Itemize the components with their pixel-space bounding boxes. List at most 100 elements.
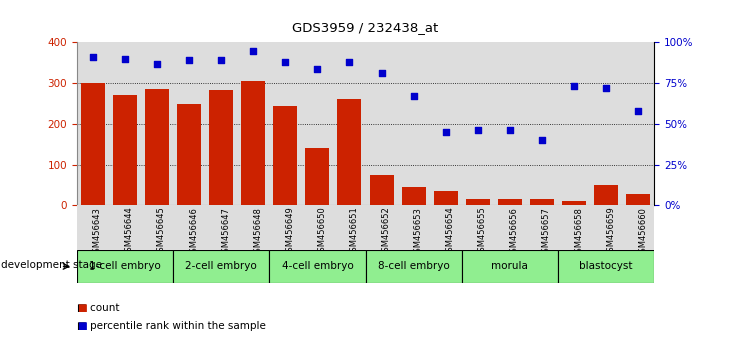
Text: ■: ■	[77, 303, 86, 313]
Bar	[430, 42, 462, 205]
Bar	[462, 42, 494, 205]
Bar	[141, 42, 173, 205]
Bar	[177, 104, 201, 205]
Text: development stage: development stage	[1, 259, 102, 270]
Bar	[113, 96, 137, 205]
Bar	[558, 250, 654, 283]
Bar	[301, 42, 333, 205]
Bar	[558, 42, 590, 205]
Bar	[237, 42, 269, 205]
Point	[440, 129, 452, 135]
Bar	[306, 148, 330, 205]
Bar	[205, 205, 237, 250]
Bar	[562, 201, 586, 205]
Bar	[333, 42, 366, 205]
Text: GSM456648: GSM456648	[253, 207, 262, 257]
Text: GSM456660: GSM456660	[638, 207, 647, 257]
Text: GSM456658: GSM456658	[574, 207, 583, 257]
Bar	[526, 205, 558, 250]
Bar	[466, 199, 490, 205]
Bar	[366, 42, 398, 205]
Text: GSM456659: GSM456659	[606, 207, 615, 257]
Bar	[273, 105, 298, 205]
Bar	[558, 205, 590, 250]
Bar	[590, 42, 622, 205]
Text: GSM456649: GSM456649	[285, 207, 295, 257]
Text: ■: ■	[77, 321, 86, 331]
Point	[568, 84, 580, 89]
Bar	[145, 89, 169, 205]
Text: 8-cell embryo: 8-cell embryo	[378, 261, 450, 272]
Bar	[590, 205, 622, 250]
Bar	[398, 42, 430, 205]
Text: GSM456646: GSM456646	[189, 207, 198, 257]
Point	[119, 56, 131, 62]
Point	[376, 70, 387, 76]
Text: GSM456657: GSM456657	[542, 207, 551, 257]
Text: GSM456647: GSM456647	[221, 207, 230, 257]
Point	[600, 85, 612, 91]
Text: 1-cell embryo: 1-cell embryo	[89, 261, 161, 272]
Bar	[494, 42, 526, 205]
Bar	[173, 42, 205, 205]
Bar	[173, 205, 205, 250]
Text: GSM456656: GSM456656	[510, 207, 519, 257]
Bar	[77, 42, 109, 205]
Text: ■ percentile rank within the sample: ■ percentile rank within the sample	[77, 321, 265, 331]
Bar	[526, 42, 558, 205]
Bar	[173, 250, 269, 283]
Text: GSM456653: GSM456653	[414, 207, 423, 257]
Bar	[594, 185, 618, 205]
Bar	[462, 205, 494, 250]
Point	[151, 61, 163, 67]
Bar	[269, 205, 301, 250]
Text: GSM456643: GSM456643	[93, 207, 102, 257]
Point	[472, 127, 484, 133]
Bar	[433, 191, 458, 205]
Text: GSM456655: GSM456655	[478, 207, 487, 257]
Point	[504, 127, 516, 133]
Bar	[141, 205, 173, 250]
Bar	[109, 205, 141, 250]
Bar	[401, 187, 425, 205]
Text: ■ count: ■ count	[77, 303, 119, 313]
Bar	[498, 199, 522, 205]
Bar	[494, 205, 526, 250]
Point	[536, 137, 548, 143]
Bar	[462, 250, 558, 283]
Bar	[77, 250, 173, 283]
Point	[344, 59, 355, 65]
Bar	[269, 42, 301, 205]
Text: 4-cell embryo: 4-cell embryo	[281, 261, 353, 272]
Text: GSM456650: GSM456650	[317, 207, 326, 257]
Text: GSM456652: GSM456652	[382, 207, 390, 257]
Bar	[269, 250, 366, 283]
Bar	[109, 42, 141, 205]
Text: 2-cell embryo: 2-cell embryo	[185, 261, 257, 272]
Text: GSM456644: GSM456644	[125, 207, 134, 257]
Bar	[241, 81, 265, 205]
Bar	[205, 42, 237, 205]
Bar	[237, 205, 269, 250]
Text: GSM456645: GSM456645	[157, 207, 166, 257]
Bar	[338, 99, 362, 205]
Bar	[333, 205, 366, 250]
Bar	[398, 205, 430, 250]
Bar	[626, 194, 651, 205]
Text: GSM456654: GSM456654	[446, 207, 455, 257]
Point	[247, 48, 259, 53]
Bar	[430, 205, 462, 250]
Point	[311, 66, 323, 72]
Point	[87, 54, 99, 60]
Bar	[77, 205, 109, 250]
Bar	[622, 205, 654, 250]
Text: GSM456651: GSM456651	[349, 207, 358, 257]
Bar	[530, 199, 554, 205]
Point	[183, 58, 195, 63]
Bar	[622, 42, 654, 205]
Point	[408, 93, 420, 99]
Text: blastocyst: blastocyst	[580, 261, 633, 272]
Text: morula: morula	[491, 261, 529, 272]
Bar	[80, 83, 105, 205]
Bar	[369, 175, 393, 205]
